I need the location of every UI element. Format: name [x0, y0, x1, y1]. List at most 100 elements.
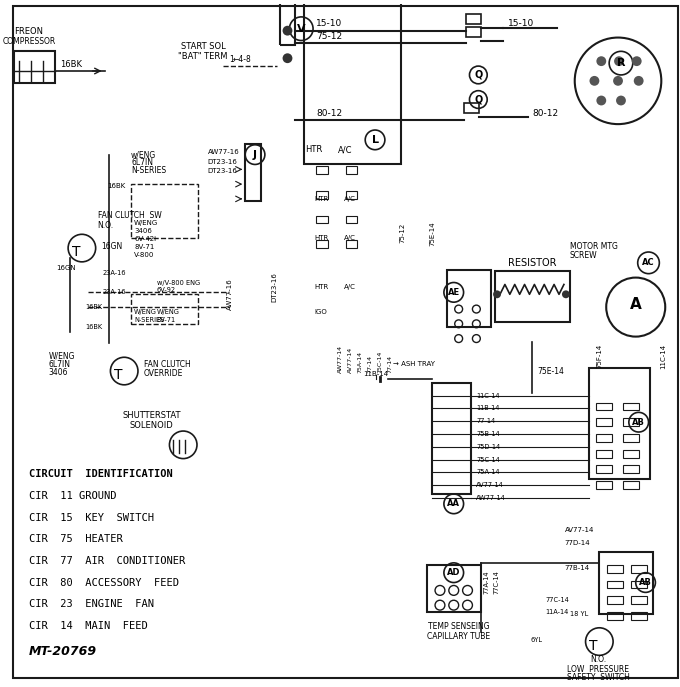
Circle shape	[616, 95, 626, 105]
Text: N-SERIES: N-SERIES	[134, 317, 165, 323]
Text: T: T	[114, 368, 122, 382]
Text: CIR  14  MAIN  FEED: CIR 14 MAIN FEED	[29, 621, 148, 631]
Bar	[596, 434, 612, 442]
Bar	[596, 450, 612, 458]
Circle shape	[634, 76, 643, 86]
Text: 75-12: 75-12	[316, 32, 342, 41]
Bar	[345, 240, 357, 248]
Circle shape	[283, 54, 292, 63]
Bar	[599, 552, 653, 614]
Bar	[607, 612, 623, 620]
Text: AW77-14: AW77-14	[338, 345, 343, 373]
Circle shape	[613, 76, 623, 86]
Text: 77C-14: 77C-14	[545, 597, 569, 603]
Text: A/C: A/C	[343, 196, 356, 202]
Text: 77-14: 77-14	[388, 355, 392, 373]
Bar	[316, 191, 328, 199]
Text: W/ENG: W/ENG	[134, 221, 158, 227]
Text: 1: 1	[229, 55, 234, 64]
Text: 75C-14: 75C-14	[477, 457, 500, 462]
Bar	[623, 403, 639, 410]
Text: A/C: A/C	[343, 284, 356, 291]
Text: A/C: A/C	[338, 145, 353, 154]
Bar	[279, 0, 295, 45]
Text: 8V-71: 8V-71	[156, 317, 176, 323]
Bar	[623, 481, 639, 489]
Text: W/ENG: W/ENG	[156, 309, 180, 315]
Text: T: T	[72, 245, 80, 259]
Text: 11C-14: 11C-14	[660, 344, 666, 369]
Text: 77C-14: 77C-14	[493, 571, 499, 594]
Text: 75D-14: 75D-14	[477, 444, 500, 450]
Text: CIR  75  HEATER: CIR 75 HEATER	[29, 534, 122, 544]
Bar	[596, 418, 612, 426]
Text: 75B-14: 75B-14	[477, 431, 500, 437]
Circle shape	[596, 95, 607, 105]
Text: 75E-14: 75E-14	[537, 367, 564, 376]
Text: FREON: FREON	[14, 27, 44, 36]
Text: A/C: A/C	[343, 235, 356, 241]
Text: CIR  23  ENGINE  FAN: CIR 23 ENGINE FAN	[29, 599, 154, 609]
Bar	[345, 191, 357, 199]
Bar	[316, 216, 328, 223]
Text: FAN CLUTCH  SW: FAN CLUTCH SW	[98, 211, 161, 220]
Text: W/ENG: W/ENG	[134, 309, 157, 315]
Text: 75A-14: 75A-14	[477, 469, 500, 475]
Circle shape	[596, 56, 607, 66]
Bar	[131, 184, 198, 238]
Text: COMPRESSOR: COMPRESSOR	[2, 37, 55, 46]
Bar	[623, 434, 639, 442]
Text: OVERRIDE: OVERRIDE	[144, 370, 183, 379]
Text: 6L7IN: 6L7IN	[48, 360, 71, 369]
Text: 23A-16: 23A-16	[103, 289, 126, 295]
Text: 77-14: 77-14	[368, 355, 373, 373]
Text: TEMP SENSEING: TEMP SENSEING	[428, 622, 490, 631]
Bar	[596, 403, 612, 410]
Text: 16BK: 16BK	[61, 60, 82, 69]
Text: 16GN: 16GN	[56, 264, 76, 271]
Text: AW77-14: AW77-14	[477, 495, 506, 501]
Bar	[631, 565, 647, 573]
Text: 11B-14: 11B-14	[363, 371, 388, 377]
Text: CIR  11 GROUND: CIR 11 GROUND	[29, 491, 116, 501]
Text: 77A-14: 77A-14	[483, 571, 489, 594]
Text: AC: AC	[642, 258, 655, 267]
Text: AV77-14: AV77-14	[348, 347, 353, 373]
Text: 16BK: 16BK	[107, 183, 126, 189]
Text: w/V-800 ENG: w/V-800 ENG	[156, 280, 200, 286]
Text: → ASH TRAY: → ASH TRAY	[393, 361, 435, 367]
Text: N.O.: N.O.	[590, 655, 607, 664]
Text: SHUTTERSTAT: SHUTTERSTAT	[122, 411, 181, 420]
Text: RESISTOR: RESISTOR	[508, 258, 557, 268]
Text: CIR  15  KEY  SWITCH: CIR 15 KEY SWITCH	[29, 513, 154, 523]
Bar	[345, 166, 357, 174]
Text: 75E-14: 75E-14	[429, 221, 435, 246]
Bar	[316, 240, 328, 248]
Text: AB: AB	[632, 418, 645, 427]
Bar	[631, 581, 647, 589]
Text: DT23-16: DT23-16	[208, 168, 238, 174]
Text: START SOL: START SOL	[180, 42, 225, 51]
Text: 11A-14: 11A-14	[545, 609, 568, 615]
Bar	[466, 27, 481, 36]
Text: AW77-16: AW77-16	[227, 278, 233, 311]
Bar	[623, 466, 639, 473]
Text: N.O.: N.O.	[98, 221, 114, 230]
Text: 75A-14: 75A-14	[358, 351, 363, 373]
Text: R: R	[617, 58, 625, 68]
Text: 16BK: 16BK	[85, 324, 102, 330]
Text: Q: Q	[474, 95, 483, 104]
Text: AE: AE	[447, 288, 460, 297]
Text: MOTOR MTG: MOTOR MTG	[570, 242, 617, 251]
Text: V-800: V-800	[134, 252, 154, 258]
Text: 23A-16: 23A-16	[103, 270, 126, 275]
Text: 77B-14: 77B-14	[565, 565, 590, 571]
Bar	[316, 166, 328, 174]
Text: CAPILLARY TUBE: CAPILLARY TUBE	[427, 632, 490, 641]
Text: SCREW: SCREW	[570, 251, 598, 260]
Text: HTR: HTR	[314, 284, 328, 291]
Text: AV77-14: AV77-14	[477, 482, 505, 488]
Text: 3406: 3406	[48, 368, 68, 376]
Text: 11C-14: 11C-14	[477, 393, 500, 398]
Text: 75-12: 75-12	[400, 223, 405, 243]
